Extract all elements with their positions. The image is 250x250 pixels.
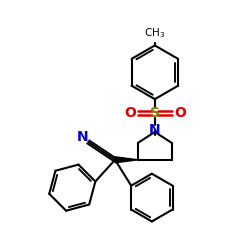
Text: O: O [174,106,186,120]
Text: O: O [124,106,136,120]
Text: N: N [76,130,88,144]
Text: N: N [149,123,161,137]
Text: CH$_3$: CH$_3$ [144,27,166,40]
Polygon shape [115,157,138,163]
Text: S: S [150,106,160,120]
